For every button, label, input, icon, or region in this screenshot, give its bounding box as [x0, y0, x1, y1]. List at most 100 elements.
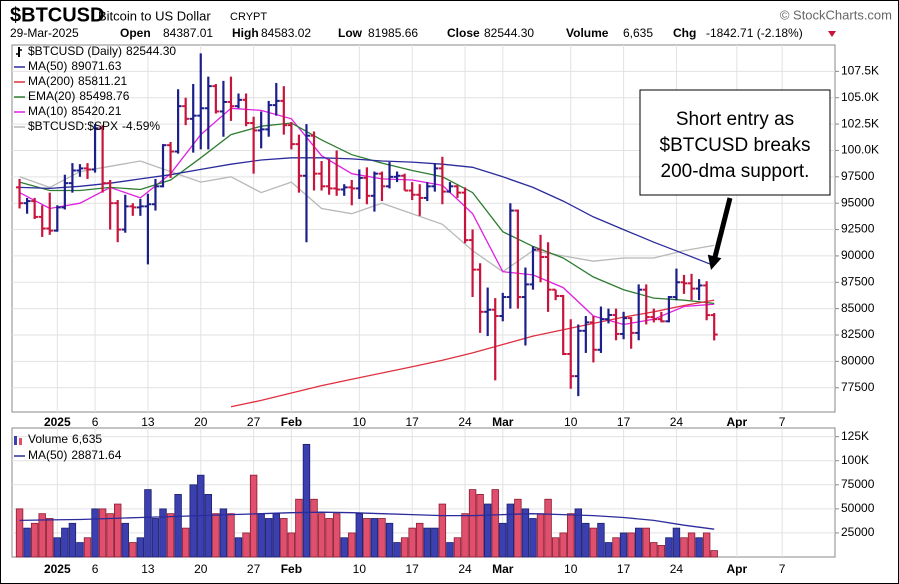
- symbol: $BTCUSD: [10, 4, 104, 26]
- volume-bar: [325, 518, 333, 558]
- quote-value: 84387.01: [163, 26, 213, 40]
- legend-entry: $BTCUSD (Daily) 82544.30: [28, 44, 176, 58]
- quote-value: 81985.66: [368, 26, 418, 40]
- x-tick-label: 13: [141, 562, 155, 576]
- volume-bar: [642, 527, 650, 558]
- annotation: 200-dma support.: [661, 161, 810, 182]
- y-tick-label: 77500: [841, 380, 875, 394]
- quote-label: Open: [120, 26, 151, 40]
- volume-bar: [181, 527, 190, 558]
- volume-bar: [68, 522, 77, 558]
- y-tick-label: 80000: [841, 354, 875, 368]
- quote-label: Chg: [673, 26, 696, 40]
- volume-bar: [121, 522, 129, 558]
- volume-panel: [11, 427, 836, 558]
- x-tick-label: 2025: [44, 562, 71, 576]
- legend-entry: EMA(20) 85498.76: [28, 89, 130, 103]
- volume-bar: [702, 532, 711, 558]
- legend-name: $BTCUSD:$SPX: [28, 119, 118, 133]
- volume-bar: [665, 537, 673, 558]
- volume-bar: [514, 498, 522, 558]
- volume-bar: [438, 503, 447, 558]
- legend-icon: [14, 436, 17, 445]
- x-tick-label: 17: [405, 562, 419, 576]
- ma-line: [19, 122, 715, 305]
- volume-bar: [529, 518, 537, 558]
- y-tick-label: 85000: [841, 301, 875, 315]
- volume-bar: [189, 484, 197, 558]
- volume-bar: [385, 522, 394, 558]
- volume-bar: [355, 513, 364, 558]
- y-tick-label: 87500: [841, 274, 875, 288]
- quote-value: 6,635: [623, 26, 653, 40]
- volume-bar: [151, 518, 160, 558]
- volume-bar: [129, 542, 137, 558]
- volume-bar: [302, 443, 311, 558]
- x-tick-label: 7: [779, 415, 786, 429]
- volume-bar: [710, 550, 718, 558]
- x-tick-label: 10: [353, 415, 367, 429]
- ma-line: [230, 299, 715, 408]
- volume-bar: [423, 527, 431, 558]
- legend-value: 82544.30: [126, 44, 176, 58]
- volume-bar: [106, 513, 114, 558]
- volume-bar: [476, 494, 484, 558]
- volume-bar: [332, 513, 341, 558]
- symbol-name: Bitcoin to US Dollar: [98, 8, 211, 23]
- annotation: $BTCUSD breaks: [660, 135, 811, 156]
- volume-bar: [242, 532, 250, 558]
- x-tick-label: 10: [353, 562, 367, 576]
- volume-bar: [91, 508, 99, 558]
- date: 29-Mar-2025: [10, 26, 79, 40]
- volume-bar: [144, 489, 152, 558]
- volume-bar: [446, 542, 454, 558]
- volume-bar: [310, 498, 318, 558]
- y-tick-label: 105.0K: [841, 90, 879, 104]
- legend-name: EMA(20): [28, 89, 75, 103]
- exchange: CRYPT: [230, 11, 267, 23]
- x-tick-label: 13: [141, 415, 155, 429]
- volume-bar: [340, 537, 348, 558]
- x-tick-label: 20: [194, 415, 208, 429]
- volume-bar: [23, 527, 31, 558]
- y-tick-label: 95000: [841, 195, 875, 209]
- y-tick-label: 97500: [841, 169, 875, 183]
- volume-bar: [159, 508, 167, 558]
- volume-bar: [98, 508, 107, 558]
- legend-name: MA(200): [28, 74, 74, 88]
- x-tick-label: 27: [247, 562, 261, 576]
- y-tick-label: 125K: [841, 429, 869, 443]
- quote-label: Volume: [566, 26, 609, 40]
- quote-label: Low: [338, 26, 363, 40]
- legend-value: 6,635: [72, 432, 102, 446]
- legend-value: 85498.76: [79, 89, 129, 103]
- quote-value: -1842.71 (-2.18%): [706, 26, 803, 40]
- legend-value: 28871.64: [71, 448, 121, 462]
- x-tick-label: 24: [458, 562, 472, 576]
- y-tick-label: 75000: [841, 477, 875, 491]
- volume-bar: [378, 518, 386, 558]
- legend-entry: MA(50) 28871.64: [28, 448, 122, 462]
- volume-bar: [582, 522, 590, 558]
- ma-line: [19, 160, 715, 273]
- volume-bar: [597, 522, 605, 558]
- y-tick-label: 100.0K: [841, 143, 879, 157]
- volume-bar: [370, 518, 379, 558]
- legend-value: -4.59%: [122, 119, 160, 133]
- y-tick-label: 82500: [841, 327, 875, 341]
- volume-bar: [166, 513, 175, 558]
- legend-icon: [19, 438, 22, 445]
- legend-value: 85420.21: [71, 104, 121, 118]
- volume-bar: [551, 537, 560, 558]
- x-tick-label: 24: [670, 415, 684, 429]
- volume-bar: [408, 527, 416, 558]
- volume-bar: [567, 513, 575, 558]
- volume-bar: [400, 537, 409, 558]
- volume-bar: [227, 513, 235, 558]
- volume-bar: [499, 522, 507, 558]
- volume-bar: [295, 498, 303, 558]
- y-tick-label: 107.5K: [841, 64, 879, 78]
- volume-bar: [491, 489, 499, 558]
- volume-bar: [265, 518, 273, 558]
- x-tick-label: Feb: [281, 562, 302, 576]
